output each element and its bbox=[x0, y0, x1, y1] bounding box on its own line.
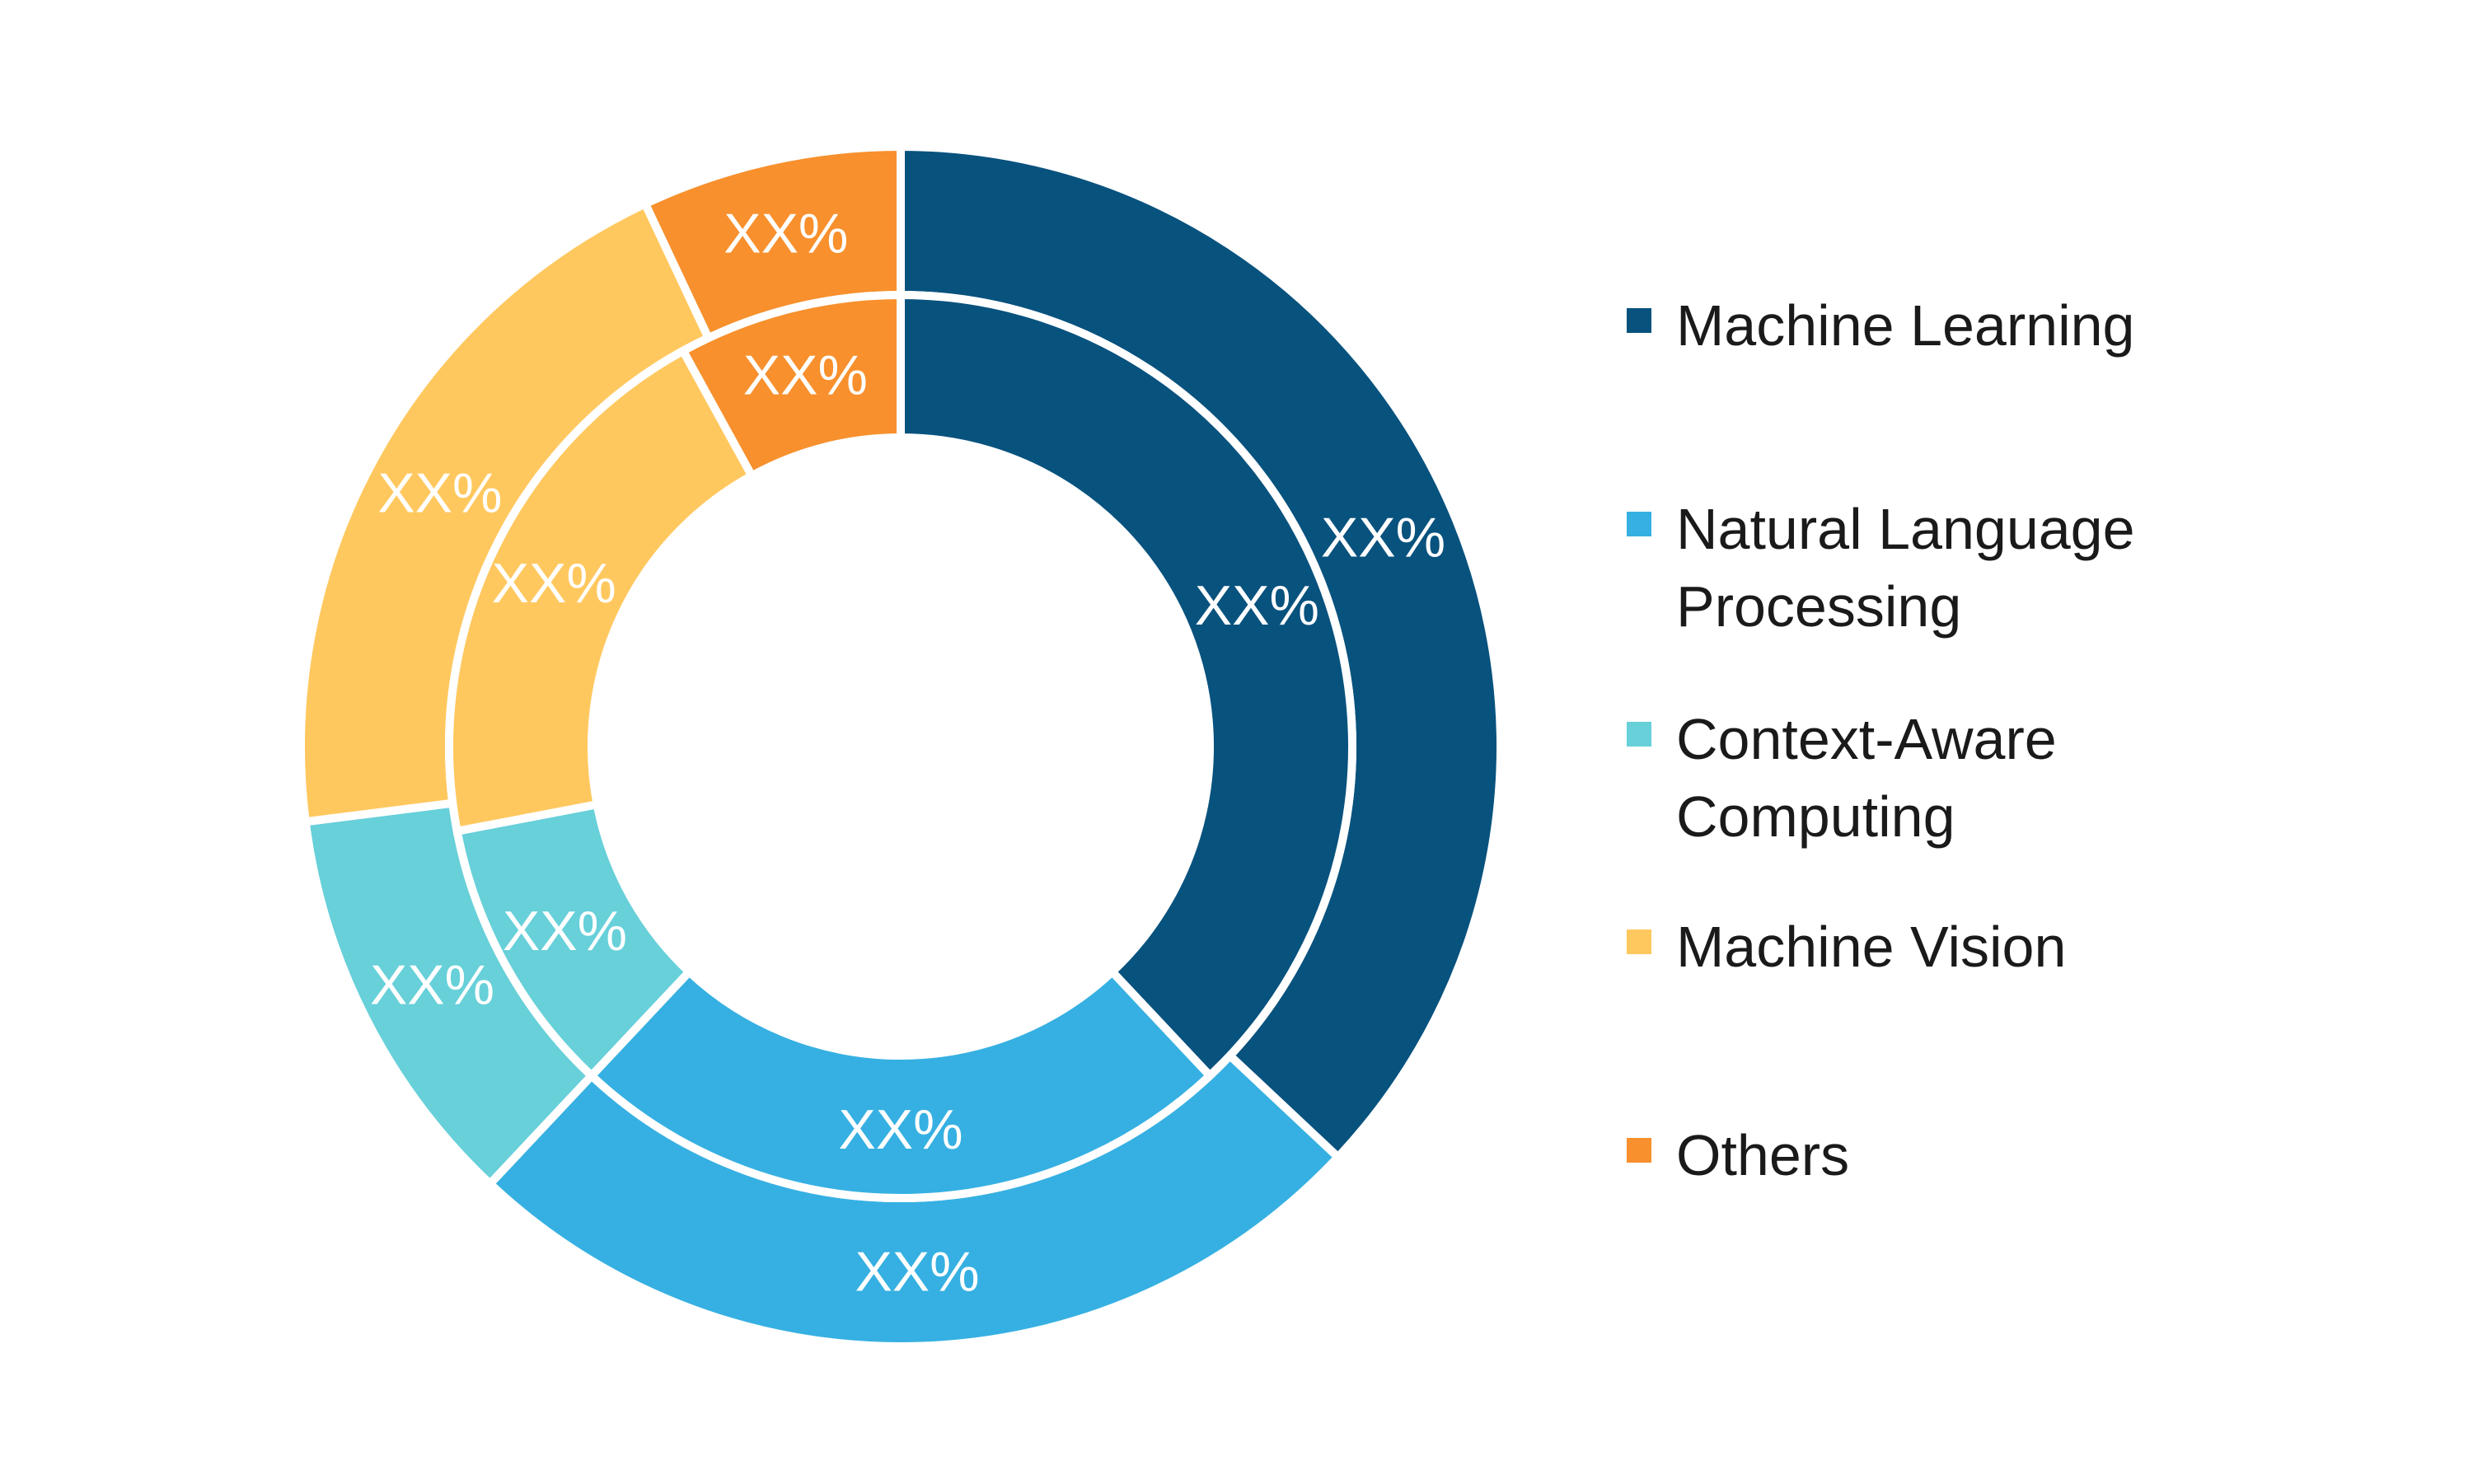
legend-item-machine-vision[interactable]: Machine Vision bbox=[1627, 908, 2418, 985]
data-label-outer-machine-learning: XX% bbox=[1321, 507, 1445, 569]
legend-item-context-aware-computing[interactable]: Context-Aware Computing bbox=[1627, 700, 2418, 855]
data-label-outer-others: XX% bbox=[724, 202, 848, 264]
legend-swatch bbox=[1627, 1138, 1651, 1163]
data-label-inner-natural-language-processing: XX% bbox=[838, 1098, 963, 1161]
legend-item-natural-language-processing[interactable]: Natural Language Processing bbox=[1627, 490, 2418, 645]
legend-label: Context-Aware Computing bbox=[1676, 707, 2057, 849]
slice-inner-natural-language-processing[interactable] bbox=[585, 966, 1216, 1202]
data-label-outer-machine-vision: XX% bbox=[377, 462, 502, 525]
data-label-outer-natural-language-processing: XX% bbox=[855, 1241, 979, 1304]
legend-label: Machine Vision bbox=[1676, 915, 2067, 979]
data-label-inner-context-aware-computing: XX% bbox=[503, 900, 627, 962]
legend-item-machine-learning[interactable]: Machine Learning bbox=[1627, 287, 2418, 364]
legend-label: Others bbox=[1676, 1123, 1850, 1187]
data-label-inner-others: XX% bbox=[743, 344, 868, 407]
slice-inner-others[interactable] bbox=[677, 290, 905, 482]
slice-inner-machine-learning[interactable] bbox=[897, 290, 1356, 1082]
inner-ring bbox=[445, 290, 1356, 1202]
legend-swatch bbox=[1627, 308, 1651, 333]
slice-inner-machine-vision[interactable] bbox=[445, 344, 758, 836]
data-label-inner-machine-vision: XX% bbox=[492, 552, 616, 615]
legend-label: Machine Learning bbox=[1676, 293, 2135, 358]
legend-swatch bbox=[1627, 722, 1651, 747]
legend-label: Natural Language Processing bbox=[1676, 497, 2135, 639]
legend-item-others[interactable]: Others bbox=[1627, 1117, 2418, 1194]
slice-labels: XX%XX%XX%XX%XX%XX%XX%XX%XX%XX% bbox=[370, 202, 1445, 1303]
legend-swatch bbox=[1627, 929, 1651, 954]
data-label-outer-context-aware-computing: XX% bbox=[370, 954, 494, 1017]
data-label-inner-machine-learning: XX% bbox=[1195, 574, 1319, 637]
legend-swatch bbox=[1627, 512, 1651, 536]
